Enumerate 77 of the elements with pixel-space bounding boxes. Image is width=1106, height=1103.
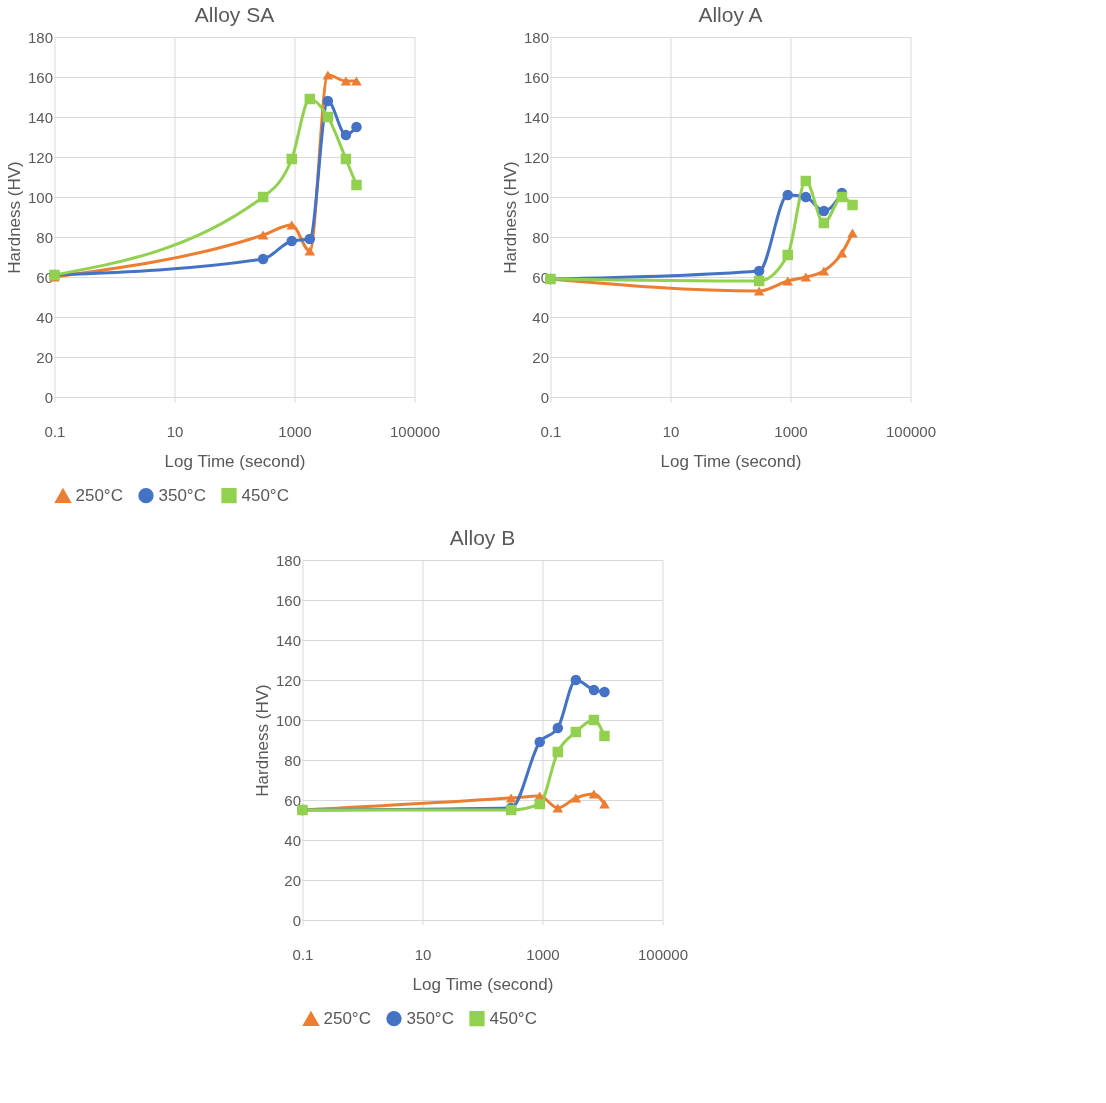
y-tick-label: 40 [284,831,301,849]
point [836,191,848,203]
x-tick-label: 0.1 [292,945,314,963]
x-tick-label: 10 [166,422,184,440]
y-tick-label: 120 [523,148,549,166]
y-tick-label: 100 [275,711,301,729]
y-tick-label: 100 [27,188,53,206]
y-tick-label: 180 [523,28,549,46]
legend-label: 350°C [406,1008,454,1028]
y-tick-label: 60 [284,791,301,809]
x-tick-label: 100000 [637,945,689,963]
x-tick-label: 1000 [278,422,312,440]
point [800,272,812,282]
y-tick-label: 0 [540,388,549,406]
y-tick-label: 80 [36,228,53,246]
point [818,266,830,276]
y-tick-label: 0 [292,911,301,929]
point [588,789,600,799]
x-tick-label: 0.1 [540,422,562,440]
point [782,249,793,261]
x-tick-label: 1000 [526,945,560,963]
y-tick-label: 20 [532,348,549,366]
x-tick-label: 100000 [389,422,441,440]
x-axis-title: Log Time (second) [660,451,802,471]
y-tick-label: 160 [27,68,53,86]
y-axis-title: Hardness (HV) [500,161,520,274]
x-axis-title: Log Time (second) [412,974,554,994]
x-axis-title: Log Time (second) [164,451,306,471]
legend-label: 450°C [489,1008,537,1028]
y-tick-label: 160 [275,591,301,609]
point [552,803,564,813]
x-tick-label: 100000 [885,422,937,440]
point [552,722,564,734]
y-tick-label: 180 [275,551,301,569]
point [570,793,582,803]
y-tick-label: 0 [44,388,53,406]
y-tick-label: 40 [532,308,549,326]
y-tick-label: 80 [284,751,301,769]
point [782,276,793,286]
point [552,746,564,758]
x-tick-label: 0.1 [44,422,66,440]
chart-title: Alloy SA [194,3,275,26]
y-tick-label: 40 [36,308,53,326]
x-tick-label: 10 [662,422,680,440]
legend-label: 450°C [241,485,289,505]
y-axis-title: Hardness (HV) [4,161,24,274]
point [800,191,812,203]
chart-title: Alloy B [449,526,516,549]
point [534,736,545,748]
y-axis-title: Hardness (HV) [252,684,272,797]
point [570,726,582,738]
point [818,217,830,229]
point [588,684,600,696]
y-tick-label: 140 [275,631,301,649]
point [818,205,830,217]
point [836,248,848,258]
point [570,674,582,686]
legend-label: 250°C [323,1009,371,1029]
y-tick-label: 180 [27,28,53,46]
y-tick-label: 160 [523,68,549,86]
chart-title: Alloy A [698,3,763,26]
point [800,175,812,187]
y-tick-label: 120 [275,671,301,689]
y-tick-label: 140 [27,108,53,126]
point [782,189,793,201]
legend-label: 250°C [75,486,123,506]
y-tick-label: 140 [523,108,549,126]
y-tick-label: 80 [532,228,549,246]
y-tick-label: 100 [523,188,549,206]
x-tick-label: 10 [414,945,432,963]
point [534,798,545,810]
y-tick-label: 120 [27,148,53,166]
legend-label: 350°C [158,485,206,505]
y-tick-label: 20 [284,871,301,889]
y-tick-label: 20 [36,348,53,366]
point [588,714,600,726]
x-tick-label: 1000 [774,422,808,440]
